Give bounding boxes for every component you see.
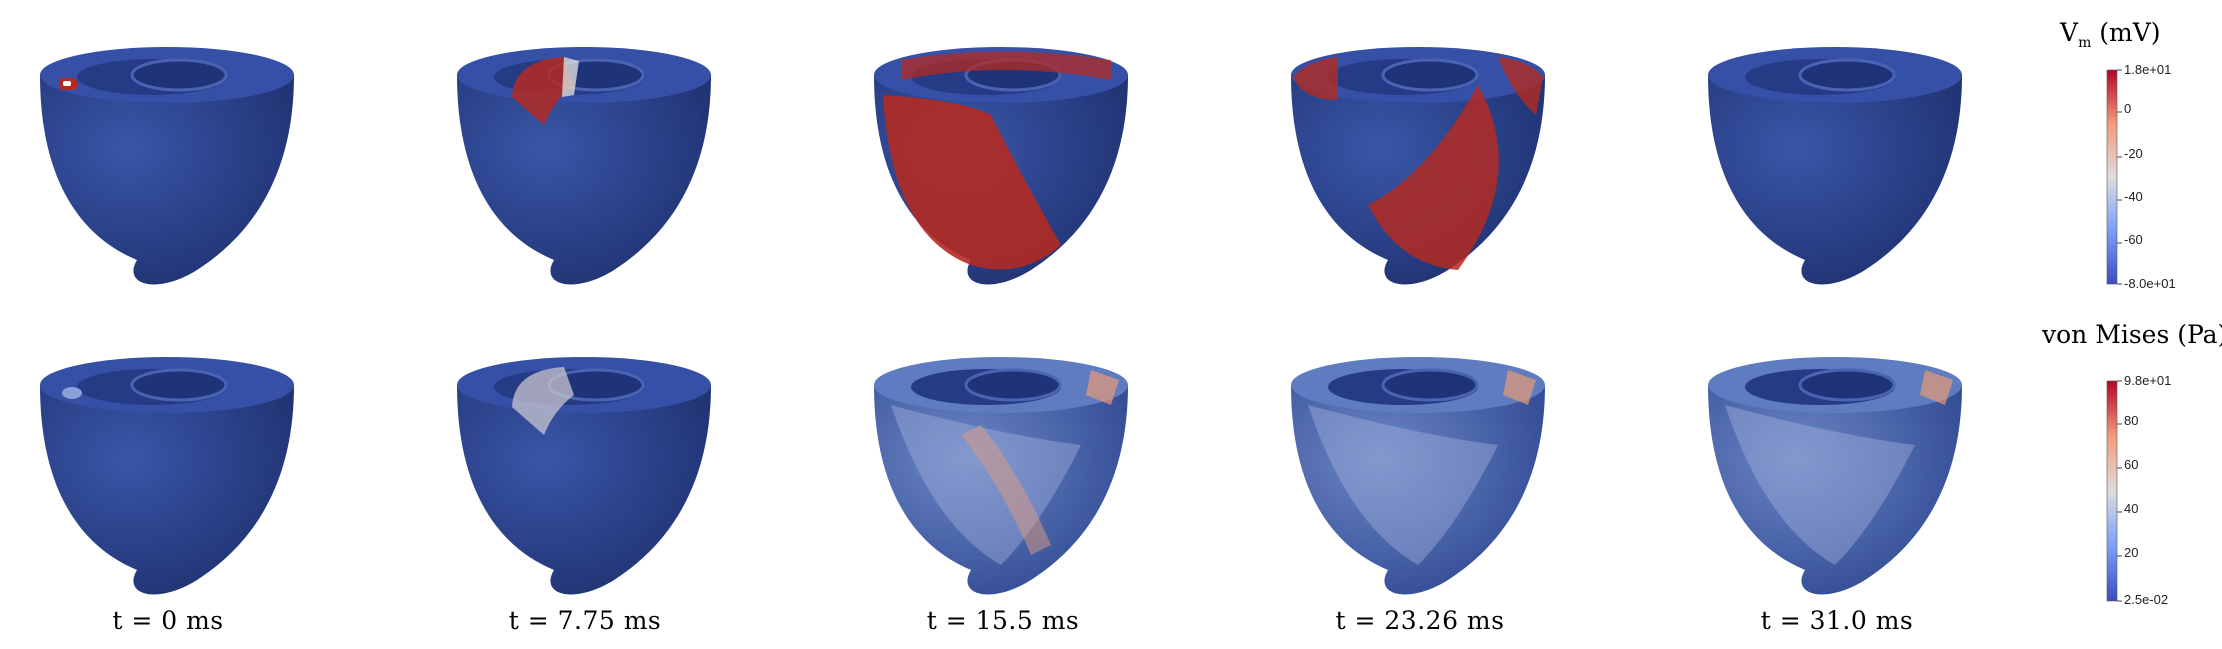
stimulus-core bbox=[63, 81, 71, 86]
von-mises-tick-3: 40 bbox=[2124, 501, 2139, 516]
ventricle-body bbox=[1291, 385, 1545, 595]
ventricle-body bbox=[1708, 75, 1962, 285]
vm-tick-0: 1.8e+01 bbox=[2124, 62, 2172, 77]
von-mises-colorbar-gradient bbox=[2106, 380, 2118, 602]
von-mises-tick-4: 20 bbox=[2124, 545, 2139, 560]
vm-title-main: V bbox=[2060, 18, 2079, 47]
inner-cavity bbox=[1798, 368, 1896, 402]
heart-panels bbox=[40, 47, 1962, 595]
von-mises-colorbar-title: von Mises (Pa) bbox=[2042, 320, 2222, 349]
vm-tick-2: -20 bbox=[2124, 146, 2143, 161]
stress-band bbox=[961, 425, 1051, 555]
time-label-1: t = 7.75 ms bbox=[508, 606, 662, 635]
von-mises-tick-2: 60 bbox=[2124, 457, 2139, 472]
heart-vm-3 bbox=[1291, 47, 1545, 285]
heart-von-mises-3 bbox=[1291, 357, 1545, 595]
vm-tick-1: 0 bbox=[2124, 101, 2132, 116]
depolarization-front bbox=[512, 57, 574, 125]
ventricle-body bbox=[40, 75, 294, 285]
inner-cavity bbox=[964, 368, 1062, 402]
inner-cavity bbox=[1798, 58, 1896, 92]
inner-cavity bbox=[130, 58, 228, 92]
stress-hotspot bbox=[1920, 370, 1953, 405]
stress-hotspot bbox=[1503, 370, 1536, 405]
wavefront-edge bbox=[562, 57, 579, 97]
heart-von-mises-4 bbox=[1708, 357, 1962, 595]
vm-colorbar-title: Vm (mV) bbox=[2060, 18, 2161, 51]
heart-vm-4 bbox=[1708, 47, 1962, 285]
excited-region bbox=[883, 95, 1061, 270]
heart-vm-1 bbox=[457, 47, 711, 285]
von-mises-tick-5: 2.5e-02 bbox=[2124, 592, 2169, 607]
vm-title-unit: (mV) bbox=[2099, 18, 2161, 47]
inner-cavity bbox=[130, 368, 228, 402]
time-label-2: t = 15.5 ms bbox=[926, 606, 1080, 635]
von-mises-tick-0: 9.8e+01 bbox=[2124, 373, 2172, 388]
vm-colorbar bbox=[2106, 69, 2118, 285]
inner-cavity bbox=[1381, 368, 1479, 402]
ventricle-body bbox=[457, 385, 711, 595]
stress-hotspot bbox=[1086, 370, 1119, 405]
vm-tick-4: -60 bbox=[2124, 232, 2143, 247]
heart-vm-2 bbox=[874, 47, 1128, 285]
stress-diffuse bbox=[1725, 405, 1915, 565]
time-label-0: t = 0 ms bbox=[112, 606, 224, 635]
ventricle-body bbox=[40, 385, 294, 595]
stress-spot bbox=[62, 387, 82, 399]
von-mises-colorbar bbox=[2106, 380, 2118, 602]
heart-von-mises-1 bbox=[457, 357, 711, 595]
inner-cavity bbox=[1381, 58, 1479, 92]
vm-tick-3: -40 bbox=[2124, 189, 2143, 204]
vm-title-sub: m bbox=[2078, 35, 2092, 51]
von-mises-tick-1: 80 bbox=[2124, 413, 2139, 428]
ventricle-body bbox=[1708, 385, 1962, 595]
time-label-4: t = 31.0 ms bbox=[1760, 606, 1914, 635]
vm-tick-5: -8.0e+01 bbox=[2124, 276, 2176, 291]
left-rim-excitation bbox=[1293, 57, 1338, 100]
vm-colorbar-gradient bbox=[2106, 69, 2118, 285]
right-rim-excitation bbox=[1498, 57, 1543, 115]
ventricle-body bbox=[457, 75, 711, 285]
stress-patch bbox=[512, 367, 574, 435]
heart-von-mises-0 bbox=[40, 357, 294, 595]
heart-von-mises-2 bbox=[874, 357, 1128, 595]
heart-vm-0 bbox=[40, 47, 294, 285]
stress-diffuse bbox=[1308, 405, 1498, 565]
colorbar-tick-marks bbox=[2117, 69, 2122, 602]
rim-excitation bbox=[901, 51, 1111, 80]
repolarization-band bbox=[1368, 85, 1499, 270]
time-label-3: t = 23.26 ms bbox=[1335, 606, 1505, 635]
